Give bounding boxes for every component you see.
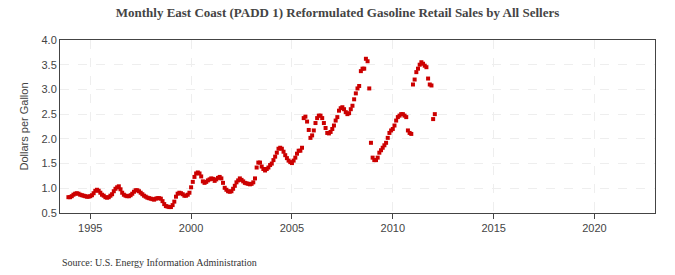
svg-text:2020: 2020 bbox=[582, 222, 606, 234]
svg-text:2.0: 2.0 bbox=[42, 133, 57, 145]
svg-text:2010: 2010 bbox=[381, 222, 405, 234]
svg-text:Monthly East Coast (PADD 1) Re: Monthly East Coast (PADD 1) Reformulated… bbox=[116, 5, 560, 20]
svg-text:Dollars per Gallon: Dollars per Gallon bbox=[18, 82, 30, 170]
svg-text:1.5: 1.5 bbox=[42, 157, 57, 169]
svg-text:3.0: 3.0 bbox=[42, 83, 57, 95]
svg-text:Source: U.S. Energy Informatio: Source: U.S. Energy Information Administ… bbox=[62, 257, 257, 268]
svg-text:3.5: 3.5 bbox=[42, 59, 57, 71]
svg-text:0.5: 0.5 bbox=[42, 207, 57, 219]
svg-text:1.0: 1.0 bbox=[42, 182, 57, 194]
svg-text:2005: 2005 bbox=[280, 222, 304, 234]
svg-text:4.0: 4.0 bbox=[42, 34, 57, 46]
svg-text:2000: 2000 bbox=[179, 222, 203, 234]
svg-text:2.5: 2.5 bbox=[42, 108, 57, 120]
svg-text:1995: 1995 bbox=[78, 222, 102, 234]
svg-text:2015: 2015 bbox=[481, 222, 505, 234]
